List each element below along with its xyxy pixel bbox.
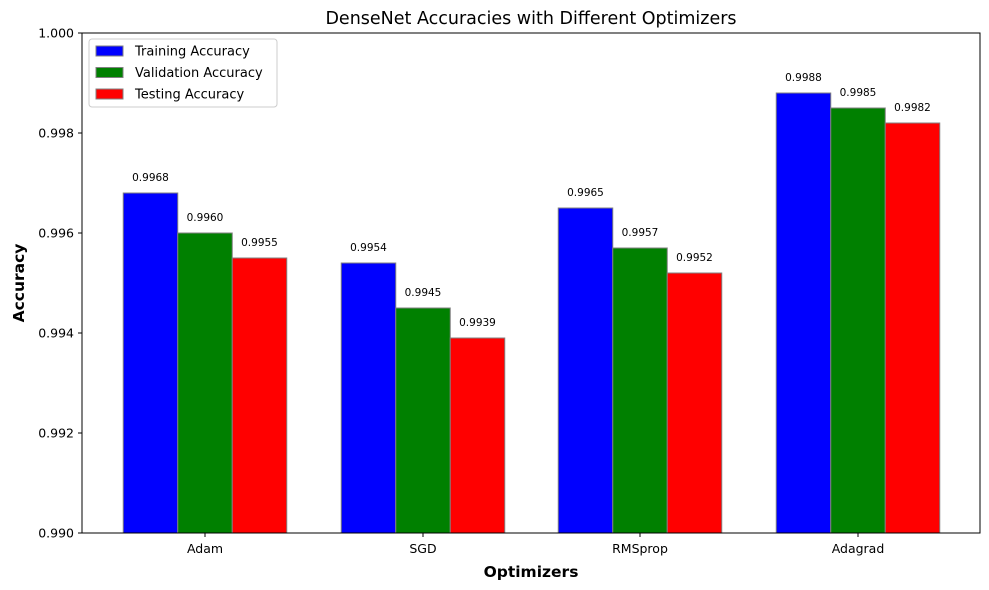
data-label: 0.9955 <box>241 237 278 249</box>
data-labels-layer: 0.9968 0.9954 0.9965 0.9988 0.9960 0.9945 0.99… <box>132 72 931 329</box>
y-tick-label: 1.000 <box>38 26 74 41</box>
y-tick-label: 0.996 <box>38 226 74 241</box>
bars-layer <box>122 92 941 534</box>
legend-label: Testing Accuracy <box>134 88 244 103</box>
data-label: 0.9988 <box>785 72 822 84</box>
bar-adam-validation-accuracy <box>177 232 233 534</box>
bar-rmsprop-testing-accuracy <box>666 272 723 534</box>
legend-swatch <box>95 45 124 57</box>
bar-adagrad-training-accuracy <box>775 92 832 534</box>
legend-swatch <box>95 88 124 100</box>
data-label: 0.9968 <box>132 172 169 184</box>
bar-sgd-testing-accuracy <box>449 337 506 534</box>
bar-sgd-training-accuracy <box>340 262 397 534</box>
x-axis-label: Optimizers <box>484 563 579 581</box>
y-tick-label: 0.994 <box>38 326 74 341</box>
data-label: 0.9954 <box>350 242 387 254</box>
x-tick-label: Adam <box>187 541 223 556</box>
chart-title: DenseNet Accuracies with Different Optim… <box>325 9 736 29</box>
y-tick-label: 0.998 <box>38 126 74 141</box>
plot-frame <box>81 32 981 534</box>
legend: Training Accuracy Validation Accuracy Test… <box>88 38 278 108</box>
data-label: 0.9952 <box>676 252 713 264</box>
bar-adam-testing-accuracy <box>231 257 288 534</box>
data-label: 0.9960 <box>187 212 224 224</box>
bar-sgd-validation-accuracy <box>395 307 451 534</box>
bar-adagrad-validation-accuracy <box>830 107 886 534</box>
legend-label: Training Accuracy <box>134 45 250 60</box>
data-label: 0.9939 <box>459 317 496 329</box>
legend-swatch <box>95 67 124 78</box>
data-label: 0.9982 <box>894 102 931 114</box>
data-label: 0.9965 <box>567 187 604 199</box>
legend-entries: Training Accuracy Validation Accuracy Test… <box>95 45 263 103</box>
data-label: 0.9945 <box>405 287 442 299</box>
data-label: 0.9985 <box>840 87 877 99</box>
y-axis-label: Accuracy <box>10 244 28 323</box>
bar-adagrad-testing-accuracy <box>884 122 941 534</box>
y-ticks-layer: 0.990 0.992 0.994 0.996 0.998 1.000 <box>38 26 82 541</box>
bar-adam-training-accuracy <box>122 192 179 534</box>
legend-frame <box>88 38 278 108</box>
y-tick-label: 0.992 <box>38 426 74 441</box>
bar-rmsprop-training-accuracy <box>557 207 614 534</box>
data-label: 0.9957 <box>622 227 659 239</box>
x-tick-label: RMSprop <box>612 541 668 556</box>
legend-label: Validation Accuracy <box>135 66 263 81</box>
y-tick-label: 0.990 <box>38 526 74 541</box>
bar-rmsprop-validation-accuracy <box>612 247 668 534</box>
x-ticks-layer: Adam SGD RMSprop Adagrad <box>187 533 884 556</box>
x-tick-label: Adagrad <box>832 541 885 556</box>
x-tick-label: SGD <box>409 541 436 556</box>
